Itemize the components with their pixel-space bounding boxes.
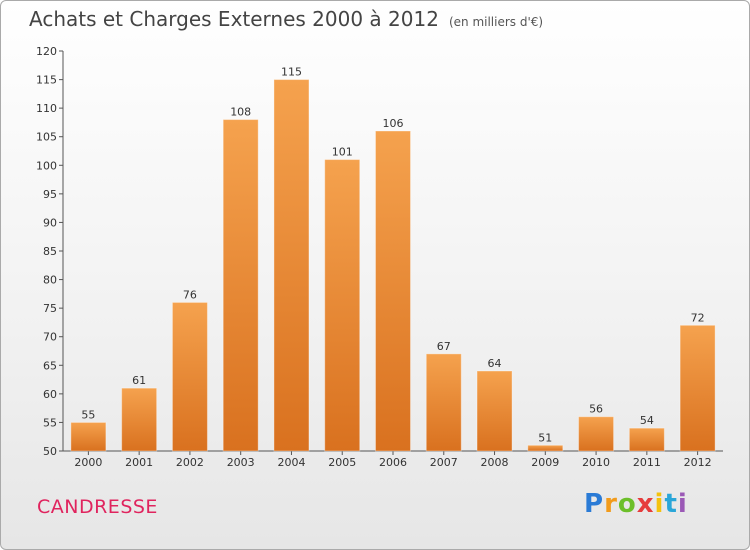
x-tick-label: 2010 [582, 456, 610, 469]
x-tick-label: 2008 [481, 456, 509, 469]
bar-value-label: 54 [640, 414, 654, 427]
y-tick-label: 120 [36, 45, 57, 58]
x-tick-label: 2003 [227, 456, 255, 469]
y-tick-label: 60 [43, 388, 57, 401]
proxiti-logo: Proxiti [584, 489, 688, 519]
chart-title: Achats et Charges Externes 2000 à 2012 [29, 7, 439, 31]
x-tick-label: 2007 [430, 456, 458, 469]
bar [679, 324, 716, 452]
bar [375, 130, 411, 452]
bar-value-label: 101 [332, 146, 353, 159]
x-tick-label: 2009 [531, 456, 559, 469]
x-tick-label: 2002 [176, 456, 204, 469]
y-tick-label: 65 [43, 359, 57, 372]
x-tick-label: 2012 [684, 456, 712, 469]
bar-value-label: 106 [383, 117, 404, 130]
bar [121, 387, 158, 452]
bar [578, 416, 615, 452]
bar-value-label: 64 [488, 357, 502, 370]
bar [324, 159, 361, 452]
chart-bars [70, 79, 716, 452]
bar-value-label: 108 [230, 106, 251, 119]
bar [476, 370, 513, 452]
y-tick-label: 110 [36, 102, 57, 115]
y-tick-label: 70 [43, 331, 57, 344]
bar-value-label: 76 [183, 288, 197, 301]
y-tick-label: 85 [43, 245, 57, 258]
y-tick-label: 50 [43, 445, 57, 458]
bar-value-label: 72 [691, 311, 705, 324]
y-tick-label: 115 [36, 74, 57, 87]
bar [222, 119, 259, 452]
x-tick-label: 2004 [277, 456, 305, 469]
y-tick-label: 90 [43, 216, 57, 229]
chart-axes: 50 55 60 65 70 75 80 85 90 95 100 105 110 115 120 [36, 45, 723, 458]
bar-value-label: 61 [132, 374, 146, 387]
y-tick-label: 100 [36, 159, 57, 172]
y-tick-label: 80 [43, 274, 57, 287]
chart-subtitle: (en milliers d'€) [448, 15, 544, 29]
chart-labels: 2000 55 2001 61 2002 76 2003 108 2004 115 2005 101 2… [74, 66, 711, 469]
bar-value-label: 115 [281, 66, 302, 79]
commune-name: CANDRESSE [37, 496, 158, 518]
x-tick-label: 2000 [74, 456, 102, 469]
bar [527, 444, 564, 452]
y-tick-label: 75 [43, 302, 57, 315]
x-tick-label: 2005 [328, 456, 356, 469]
x-tick-label: 2011 [633, 456, 661, 469]
bar [70, 421, 107, 452]
x-tick-label: 2006 [379, 456, 407, 469]
bar [273, 79, 310, 452]
bar [425, 353, 462, 452]
y-tick-label: 105 [36, 131, 57, 144]
y-tick-label: 95 [43, 188, 57, 201]
x-tick-label: 2001 [125, 456, 153, 469]
bar [171, 301, 208, 452]
bar-value-label: 56 [589, 403, 603, 416]
bar-value-label: 55 [81, 408, 95, 421]
bar [628, 427, 665, 452]
y-tick-label: 55 [43, 416, 57, 429]
chart-title-block: Achats et Charges Externes 2000 à 2012 (e… [29, 7, 543, 31]
bar-value-label: 51 [538, 431, 552, 444]
bar-value-label: 67 [437, 340, 451, 353]
